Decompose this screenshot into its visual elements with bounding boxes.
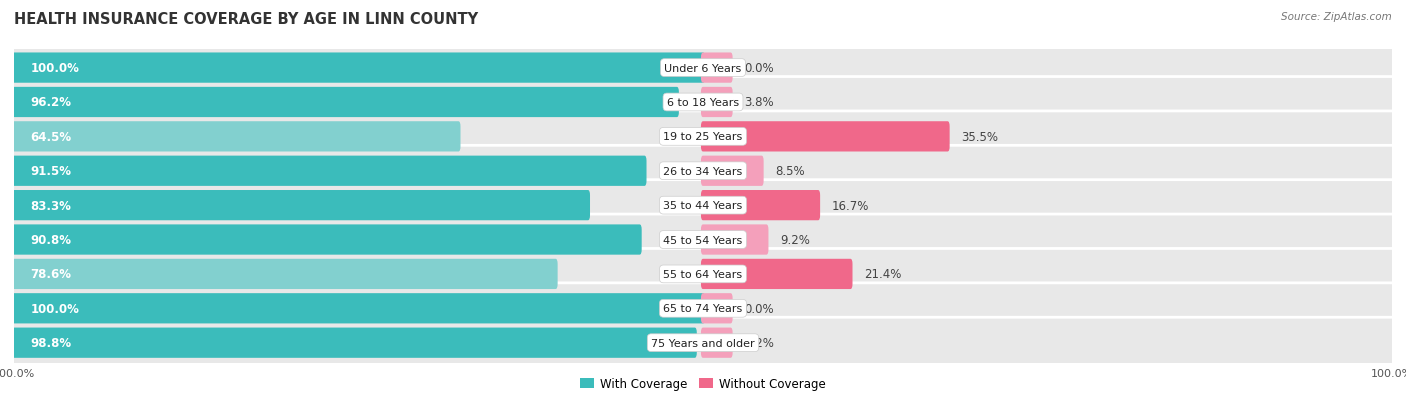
FancyBboxPatch shape [702,259,852,290]
Text: 26 to 34 Years: 26 to 34 Years [664,166,742,176]
FancyBboxPatch shape [10,283,1396,334]
FancyBboxPatch shape [13,225,641,255]
FancyBboxPatch shape [702,156,763,186]
Text: 90.8%: 90.8% [31,233,72,247]
Text: 75 Years and older: 75 Years and older [651,338,755,348]
FancyBboxPatch shape [10,112,1396,162]
Text: 9.2%: 9.2% [780,233,810,247]
FancyBboxPatch shape [702,88,733,118]
Text: 35 to 44 Years: 35 to 44 Years [664,201,742,211]
Text: Source: ZipAtlas.com: Source: ZipAtlas.com [1281,12,1392,22]
Text: 35.5%: 35.5% [962,131,998,144]
Text: 19 to 25 Years: 19 to 25 Years [664,132,742,142]
FancyBboxPatch shape [702,190,820,221]
FancyBboxPatch shape [702,122,949,152]
FancyBboxPatch shape [10,318,1396,368]
Text: 96.2%: 96.2% [31,96,72,109]
Text: 83.3%: 83.3% [31,199,72,212]
Text: 91.5%: 91.5% [31,165,72,178]
Text: 16.7%: 16.7% [832,199,869,212]
FancyBboxPatch shape [10,215,1396,265]
FancyBboxPatch shape [10,249,1396,300]
FancyBboxPatch shape [13,190,591,221]
FancyBboxPatch shape [702,53,733,83]
FancyBboxPatch shape [10,77,1396,128]
FancyBboxPatch shape [13,294,704,324]
FancyBboxPatch shape [13,88,679,118]
FancyBboxPatch shape [13,53,704,83]
FancyBboxPatch shape [702,225,769,255]
Text: 65 to 74 Years: 65 to 74 Years [664,304,742,313]
FancyBboxPatch shape [13,259,558,290]
FancyBboxPatch shape [702,294,733,324]
Legend: With Coverage, Without Coverage: With Coverage, Without Coverage [575,373,831,395]
Text: 98.8%: 98.8% [31,336,72,349]
Text: 55 to 64 Years: 55 to 64 Years [664,269,742,279]
Text: 21.4%: 21.4% [865,268,901,281]
FancyBboxPatch shape [702,328,733,358]
Text: 100.0%: 100.0% [31,62,80,75]
Text: 1.2%: 1.2% [744,336,775,349]
Text: 100.0%: 100.0% [31,302,80,315]
FancyBboxPatch shape [13,156,647,186]
FancyBboxPatch shape [10,43,1396,94]
FancyBboxPatch shape [10,146,1396,197]
Text: 0.0%: 0.0% [744,302,773,315]
FancyBboxPatch shape [13,122,461,152]
Text: 6 to 18 Years: 6 to 18 Years [666,98,740,108]
Text: Under 6 Years: Under 6 Years [665,64,741,74]
Text: 3.8%: 3.8% [744,96,773,109]
Text: HEALTH INSURANCE COVERAGE BY AGE IN LINN COUNTY: HEALTH INSURANCE COVERAGE BY AGE IN LINN… [14,12,478,27]
FancyBboxPatch shape [13,328,697,358]
Text: 8.5%: 8.5% [775,165,806,178]
Text: 0.0%: 0.0% [744,62,773,75]
Text: 45 to 54 Years: 45 to 54 Years [664,235,742,245]
FancyBboxPatch shape [10,180,1396,231]
Text: 64.5%: 64.5% [31,131,72,144]
Text: 78.6%: 78.6% [31,268,72,281]
